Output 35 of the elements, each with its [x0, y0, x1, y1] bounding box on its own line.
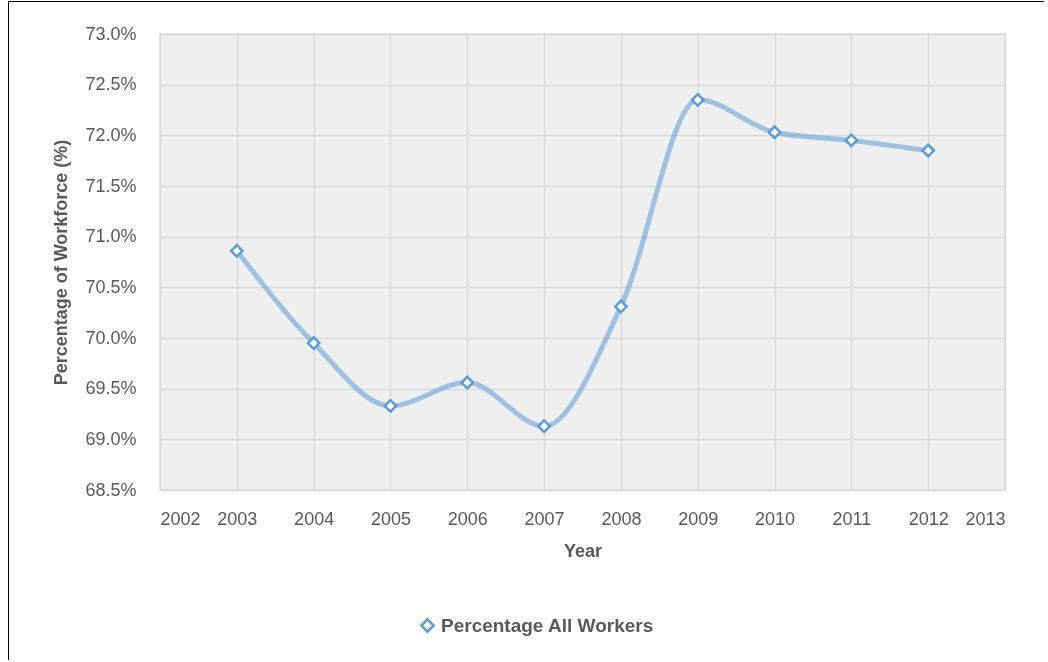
point	[537, 419, 552, 434]
y-tick-label: 71.0%	[85, 226, 137, 247]
x-tick-label: 2009	[678, 508, 719, 529]
x-tick-label: 2013	[965, 508, 1006, 529]
x-tick-label: 2004	[294, 508, 335, 529]
x-tick-label: 2011	[832, 508, 872, 529]
point	[383, 398, 398, 413]
point	[613, 299, 628, 314]
x-tick-label: 2010	[755, 508, 796, 529]
point	[460, 375, 475, 390]
point	[844, 133, 859, 148]
y-tick-label: 70.5%	[85, 276, 137, 297]
x-tick-label: 2002	[160, 508, 201, 529]
x-tick-label: 2003	[217, 508, 258, 529]
x-tick-label: 2008	[601, 508, 642, 529]
x-tick-label: 2007	[524, 508, 565, 529]
legend-label: Percentage All Workers	[441, 614, 654, 636]
y-tick-label: 69.5%	[85, 378, 137, 399]
x-tick-label: 2006	[447, 508, 488, 529]
x-axis-title: Year	[563, 540, 603, 561]
point	[690, 92, 705, 107]
y-tick-label: 68.5%	[85, 479, 137, 500]
point	[921, 143, 936, 158]
y-tick-label: 69.0%	[85, 428, 137, 449]
point	[229, 243, 244, 258]
y-tick-label: 72.5%	[85, 74, 137, 95]
y-tick-label: 72.0%	[85, 124, 137, 145]
x-tick-label: 2012	[908, 508, 949, 529]
y-tick-label: 73.0%	[85, 23, 137, 44]
point	[306, 336, 321, 351]
y-tick-label: 70.0%	[85, 327, 137, 348]
point	[767, 125, 782, 140]
y-tick-label: 71.5%	[85, 175, 137, 196]
y-axis-title: Percentage of Workforce (%)	[51, 139, 72, 386]
x-tick-label: 2005	[370, 508, 411, 529]
